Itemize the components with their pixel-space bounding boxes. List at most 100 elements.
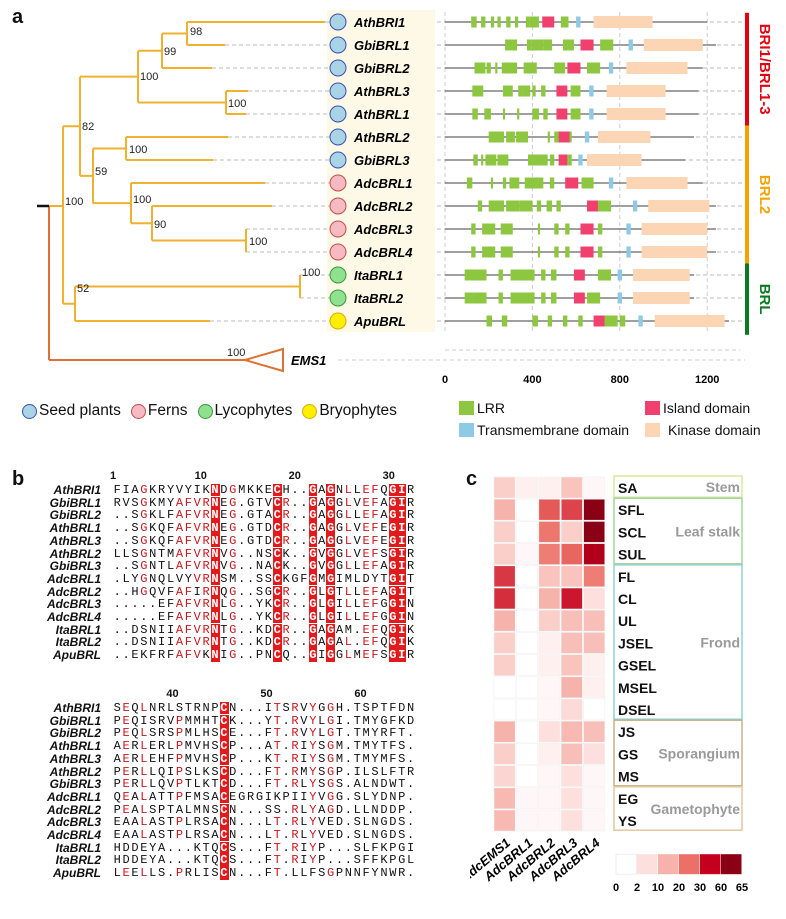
sequence-name: AthBRL2 bbox=[49, 764, 101, 779]
heatmap-cell bbox=[583, 521, 606, 543]
domain-legend-item-kinase: Kinase domain bbox=[645, 422, 761, 438]
alignment-row: AthBRL2 PERLLQIPSLKSCD...FT.RMYSGP.ILSLFT… bbox=[0, 764, 460, 779]
heatmap-cell bbox=[516, 632, 538, 654]
taxon-label: ApuBRL bbox=[353, 314, 406, 329]
sequence-name: AthBRL3 bbox=[49, 751, 101, 766]
heatmap-cell bbox=[560, 787, 583, 810]
lrr-domain bbox=[490, 177, 494, 189]
transmembrane-domain bbox=[632, 200, 638, 212]
legend-label: Lycophytes bbox=[214, 402, 293, 419]
lrr-domain bbox=[619, 315, 626, 327]
lrr-domain bbox=[532, 315, 538, 327]
heatmap-cell bbox=[493, 587, 516, 610]
lrr-domain bbox=[600, 39, 614, 51]
outgroup-label: EMS1 bbox=[291, 353, 326, 368]
lrr-domain bbox=[500, 246, 513, 258]
sequence-residues: .....EFAFVRNLG..YKCR..GLGILLEFGGIN bbox=[113, 610, 415, 624]
heatmap-cell bbox=[560, 521, 583, 543]
lyco-group-marker-icon bbox=[329, 289, 347, 307]
legend-label: Seed plants bbox=[39, 402, 121, 419]
heatmap-cell bbox=[583, 743, 606, 765]
taxon-label: AthBRL3 bbox=[353, 84, 410, 99]
sequence-name: GbiBRL3 bbox=[49, 559, 101, 574]
sequence-residues: .....EFAFVRNLG..YKCR..GLGILLEFGGIN bbox=[113, 597, 415, 612]
kinase-domain bbox=[641, 223, 708, 235]
seed-group-marker-icon bbox=[329, 128, 347, 146]
species-group-legend: Seed plants Ferns Lycophytes Bryophytes bbox=[22, 402, 407, 420]
color-scale-swatch bbox=[615, 853, 637, 875]
fern-circle-icon bbox=[130, 403, 146, 419]
lrr-domain bbox=[536, 200, 542, 212]
sequence-name: AdcBRL1 bbox=[46, 571, 101, 586]
bootstrap-value: 90 bbox=[154, 219, 166, 231]
heatmap-cell bbox=[516, 654, 538, 676]
heatmap-cell bbox=[493, 765, 516, 787]
row-label: SFL bbox=[618, 502, 645, 518]
island-domain bbox=[567, 62, 581, 74]
bootstrap-value: 100 bbox=[249, 236, 267, 248]
sequence-name: ApuBRL bbox=[53, 866, 101, 881]
alignment-row: AthBRL1 ..SGKQFAFVRNEG.GTDCR..GAGGLVEFEGI… bbox=[0, 522, 460, 535]
heatmap-cell bbox=[516, 787, 538, 810]
island-domain bbox=[587, 200, 598, 212]
alignment-row: ItaBRL1 ..DSNIIAFVRNTG..KDCR..GAGAM.EFQGI… bbox=[0, 623, 460, 636]
lrr-domain bbox=[597, 269, 612, 281]
sequence-residues: ..HGQVFAFIRNQG..SGCR..GLGTLLEFAGIT bbox=[113, 584, 415, 599]
heatmap-cell bbox=[493, 543, 516, 565]
transmembrane-domain bbox=[626, 223, 631, 235]
row-label: FL bbox=[618, 569, 636, 585]
alignment-row: AthBRL3 ..SGKQFAFVRNEG.GTDCR..GAGGLVEFEGI… bbox=[0, 534, 460, 547]
sequence-name: GbiBRL3 bbox=[49, 777, 101, 792]
transmembrane-domain bbox=[589, 108, 594, 120]
heatmap-cell bbox=[493, 787, 516, 810]
lrr-domain bbox=[509, 177, 520, 189]
sequence-name: ItaBRL1 bbox=[55, 840, 101, 855]
alignment-row: AdcBRL2 ..HGQVFAFIRNQG..SGCR..GLGTLLEFAGI… bbox=[0, 584, 460, 599]
heatmap-cell bbox=[538, 654, 561, 676]
color-scale-swatch bbox=[658, 854, 679, 875]
lrr-domain bbox=[554, 223, 559, 235]
kinase-domain bbox=[648, 200, 710, 212]
heatmap-cell bbox=[493, 698, 516, 721]
lrr-domain bbox=[547, 131, 550, 143]
collapsed-clade-triangle bbox=[241, 347, 284, 373]
row-label: GSEL bbox=[618, 658, 657, 674]
color-scale-label: 0 bbox=[613, 882, 619, 894]
lrr-domain bbox=[501, 315, 508, 327]
sequence-name: AdcBRL2 bbox=[46, 802, 101, 817]
sequence-name: AthBRL2 bbox=[49, 546, 101, 561]
transmembrane-domain bbox=[617, 292, 622, 304]
heatmap-cell bbox=[583, 565, 606, 588]
lrr-domain bbox=[464, 269, 470, 281]
lrr-domain bbox=[505, 39, 518, 51]
kinase-domain bbox=[597, 131, 651, 143]
heatmap-cell bbox=[583, 787, 606, 810]
legend-label: Bryophytes bbox=[319, 402, 397, 419]
island-domain bbox=[565, 177, 579, 189]
island-domain bbox=[573, 292, 585, 304]
kinase-domain bbox=[606, 108, 666, 120]
transmembrane-domain bbox=[617, 269, 622, 281]
lyco-group-marker-icon bbox=[329, 266, 347, 284]
heatmap-cell bbox=[538, 587, 561, 610]
island-domain bbox=[556, 108, 568, 120]
alignment-row: AthBRL3 AERLEHFPMVHSCP...KT.RIYSGM.TMYMFS… bbox=[0, 751, 460, 766]
heatmap-cell bbox=[538, 543, 561, 565]
lrr-domain bbox=[562, 315, 568, 327]
lrr-domain bbox=[521, 292, 535, 304]
heatmap-cell bbox=[583, 765, 606, 787]
sequence-residues: EAALASTPLRSACN...LT.RLYVED.SLNGDS. bbox=[113, 828, 415, 842]
lrr-domain bbox=[519, 200, 533, 212]
heatmap-cell bbox=[560, 809, 583, 832]
alignment-row: AthBRL1 AERLERLPMVHSCP...AT.RIYSGM.TMYTFS… bbox=[0, 740, 460, 753]
lrr-domain bbox=[471, 246, 476, 258]
sequence-name: AthBRI1 bbox=[53, 701, 101, 715]
lrr-domain bbox=[514, 16, 519, 28]
heatmap-cell bbox=[583, 587, 606, 610]
heatmap-cell bbox=[538, 498, 561, 521]
tissue-group-label: Leaf stalk bbox=[675, 524, 740, 540]
domain-legend-label: Island domain bbox=[663, 400, 751, 416]
tm-swatch-icon bbox=[459, 423, 474, 437]
heatmap-cell bbox=[516, 676, 538, 699]
island-domain bbox=[593, 315, 605, 327]
